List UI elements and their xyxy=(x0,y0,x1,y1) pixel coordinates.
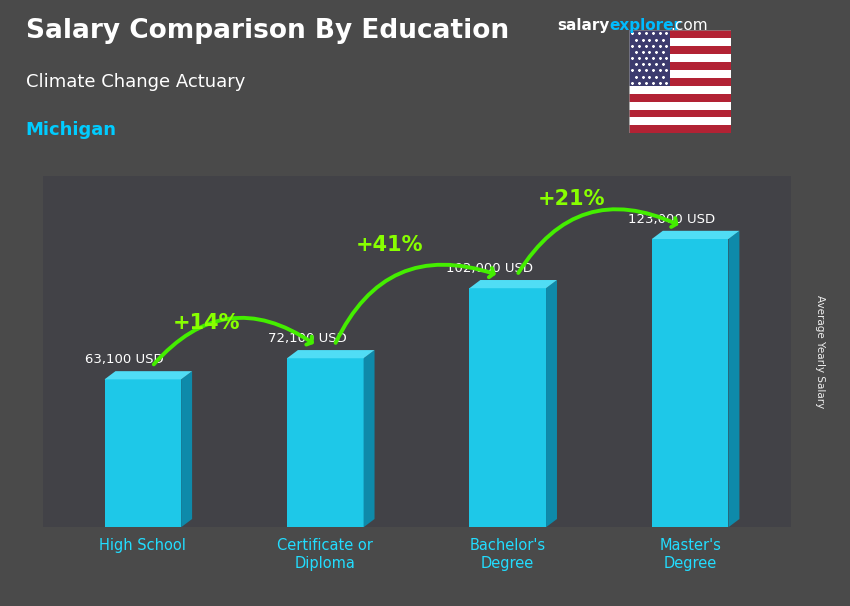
Polygon shape xyxy=(469,288,546,527)
Polygon shape xyxy=(546,280,557,527)
Bar xyxy=(629,110,731,118)
Text: +41%: +41% xyxy=(355,235,423,255)
Bar xyxy=(629,102,731,110)
Polygon shape xyxy=(652,239,728,527)
Polygon shape xyxy=(728,231,739,527)
Bar xyxy=(629,125,731,133)
Bar xyxy=(629,62,731,70)
Polygon shape xyxy=(364,350,375,527)
Polygon shape xyxy=(105,371,192,379)
Bar xyxy=(629,46,731,54)
Polygon shape xyxy=(105,379,181,527)
Text: 102,000 USD: 102,000 USD xyxy=(446,262,533,275)
Bar xyxy=(629,78,731,86)
Polygon shape xyxy=(287,358,364,527)
Bar xyxy=(629,54,731,62)
Polygon shape xyxy=(652,231,740,239)
Bar xyxy=(629,30,731,38)
Text: Average Yearly Salary: Average Yearly Salary xyxy=(815,295,825,408)
Text: 72,100 USD: 72,100 USD xyxy=(268,332,347,345)
Text: 63,100 USD: 63,100 USD xyxy=(85,353,164,367)
Text: .com: .com xyxy=(671,18,708,33)
Polygon shape xyxy=(469,280,557,288)
Bar xyxy=(629,118,731,125)
Text: +14%: +14% xyxy=(173,313,241,333)
Bar xyxy=(629,94,731,102)
Text: salary: salary xyxy=(557,18,609,33)
Text: 123,000 USD: 123,000 USD xyxy=(628,213,716,226)
Polygon shape xyxy=(181,371,192,527)
Text: Salary Comparison By Education: Salary Comparison By Education xyxy=(26,18,508,44)
Text: Michigan: Michigan xyxy=(26,121,116,139)
Text: +21%: +21% xyxy=(538,190,605,210)
Bar xyxy=(629,86,731,94)
Bar xyxy=(629,38,731,46)
Bar xyxy=(629,70,731,78)
Bar xyxy=(629,30,670,86)
Text: Climate Change Actuary: Climate Change Actuary xyxy=(26,73,245,91)
Polygon shape xyxy=(287,350,375,358)
Text: explorer: explorer xyxy=(609,18,682,33)
